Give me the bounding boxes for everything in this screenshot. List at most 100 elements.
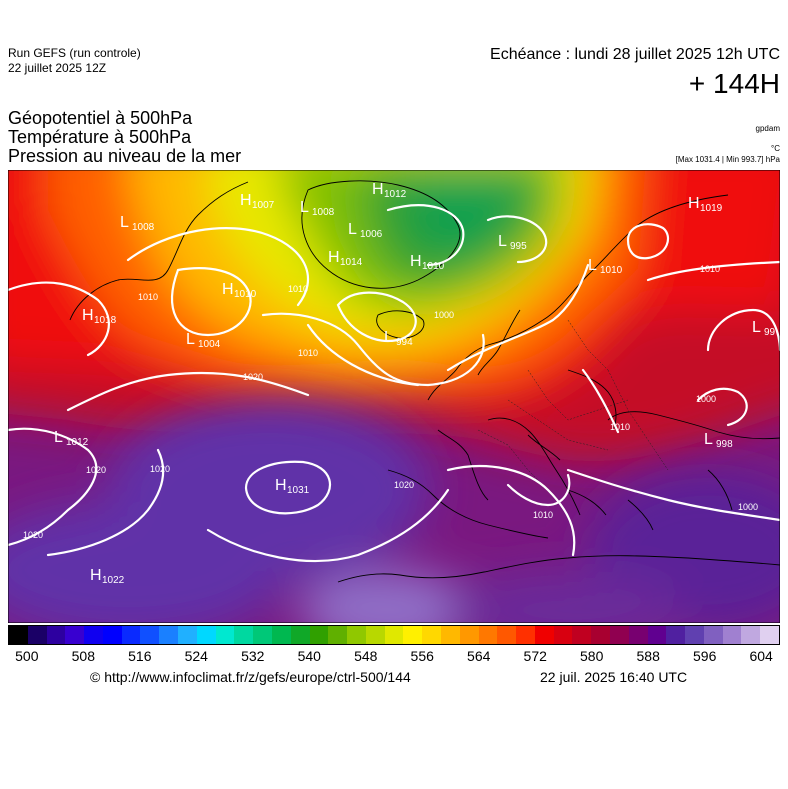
pressure-center: L 1008 — [120, 214, 155, 233]
pressure-center: H 1019 — [688, 195, 723, 214]
scale-tick-label: 604 — [749, 648, 773, 664]
svg-text:1008: 1008 — [132, 222, 155, 233]
scale-swatch — [685, 626, 704, 644]
pressure-center: H 1018 — [82, 307, 117, 326]
svg-text:1014: 1014 — [340, 257, 363, 268]
scale-swatch — [422, 626, 441, 644]
scale-swatch — [384, 626, 404, 644]
scale-swatch — [497, 626, 517, 644]
param-geopotential: Géopotentiel à 500hPa — [8, 108, 193, 128]
svg-text:L: L — [752, 319, 761, 336]
lead-time: + 144H — [688, 68, 780, 99]
svg-text:H: H — [410, 253, 422, 270]
scale-swatch — [440, 626, 460, 644]
svg-text:H: H — [275, 477, 287, 494]
scale-tick-label: 548 — [354, 648, 378, 664]
scale-swatch — [65, 626, 85, 644]
svg-text:1008: 1008 — [312, 207, 335, 218]
scale-swatch — [328, 626, 348, 644]
svg-text:1022: 1022 — [102, 575, 125, 586]
scale-swatch — [178, 626, 197, 644]
pressure-center: H 1031 — [275, 477, 310, 496]
pressure-center: H 1022 — [90, 567, 125, 586]
scale-tick-label: 556 — [410, 648, 434, 664]
color-scale-ticks: 500 508 516 524 532 540 548 556 564 572 580 588 596 6… — [8, 648, 780, 666]
svg-text:1006: 1006 — [360, 229, 383, 240]
scale-swatch — [478, 626, 498, 644]
svg-text:1004: 1004 — [198, 339, 221, 350]
scale-swatch — [553, 626, 573, 644]
geopotential-field — [8, 170, 780, 623]
param-pressure: Pression au niveau de la mer — [8, 146, 242, 166]
svg-text:L: L — [704, 431, 713, 448]
svg-text:L: L — [120, 214, 129, 231]
svg-text:995: 995 — [510, 241, 527, 252]
pressure-center: L 995 — [498, 233, 527, 252]
pressure-center: L 1012 — [54, 429, 89, 448]
svg-text:1010: 1010 — [422, 261, 445, 272]
svg-text:1010: 1010 — [234, 289, 257, 300]
scale-swatch — [516, 626, 535, 644]
scale-swatch — [572, 626, 592, 644]
scale-swatch — [610, 626, 629, 644]
svg-text:998: 998 — [716, 439, 733, 450]
pressure-center: L 998 — [704, 431, 733, 450]
svg-text:H: H — [688, 195, 700, 212]
scale-tick-label: 580 — [580, 648, 604, 664]
scale-tick-label: 588 — [636, 648, 660, 664]
scale-swatch — [46, 626, 66, 644]
scale-tick-label: 572 — [523, 648, 547, 664]
scale-tick-label: 540 — [297, 648, 321, 664]
scale-tick-label: 596 — [692, 648, 717, 664]
isobar-label: 1010 — [533, 510, 553, 520]
isobar-label: 1020 — [394, 480, 414, 490]
scale-swatch — [703, 626, 723, 644]
svg-text:L: L — [498, 233, 507, 250]
scale-swatch — [84, 626, 103, 644]
pressure-center: H 1007 — [240, 192, 275, 211]
svg-text:994: 994 — [396, 337, 413, 348]
scale-tick-label: 564 — [467, 648, 491, 664]
scale-swatch — [403, 626, 423, 644]
unit-geopotential: gpdam — [755, 124, 780, 133]
svg-text:1012: 1012 — [384, 189, 407, 200]
svg-text:L: L — [588, 257, 597, 274]
scale-tick-label: 500 — [15, 648, 39, 664]
scale-tick-label: 532 — [241, 648, 265, 664]
isobar-label: 1010 — [700, 264, 720, 274]
isobar-label: 1020 — [150, 464, 170, 474]
scale-swatch — [159, 626, 179, 644]
scale-swatch — [591, 626, 610, 644]
scale-swatch — [290, 626, 310, 644]
svg-text:L: L — [384, 329, 393, 346]
pressure-center: L 1006 — [348, 221, 383, 240]
isobar-label: 1010 — [288, 284, 308, 294]
scale-swatch — [459, 626, 479, 644]
scale-tick-label: 524 — [184, 648, 208, 664]
svg-text:H: H — [82, 307, 94, 324]
scale-swatch — [215, 626, 235, 644]
scale-tick-label: 516 — [128, 648, 152, 664]
source-credit: © http://www.infoclimat.fr/z/gefs/europe… — [90, 669, 411, 685]
scale-swatch — [534, 626, 554, 644]
scale-swatch — [121, 626, 141, 644]
svg-text:L: L — [348, 221, 357, 238]
svg-text:1019: 1019 — [700, 203, 723, 214]
pressure-center: H 1010 — [410, 253, 445, 272]
weather-map: 1020 1020 1020 1020 1010 1010 1010 1010 … — [8, 170, 780, 623]
scale-swatch — [196, 626, 216, 644]
scale-swatch — [347, 626, 366, 644]
scale-swatch — [365, 626, 385, 644]
unit-temperature: °C — [771, 144, 780, 153]
svg-text:L: L — [54, 429, 63, 446]
isobar-label: 1020 — [243, 372, 263, 382]
color-scale — [8, 625, 780, 645]
svg-text:L: L — [300, 199, 309, 216]
scale-swatch — [102, 626, 122, 644]
scale-swatch — [628, 626, 648, 644]
svg-text:L: L — [186, 331, 195, 348]
scale-swatch — [309, 626, 329, 644]
pressure-center: L 1010 — [588, 257, 623, 276]
run-date: 22 juillet 2025 12Z — [8, 61, 107, 75]
scale-swatch — [9, 626, 28, 644]
